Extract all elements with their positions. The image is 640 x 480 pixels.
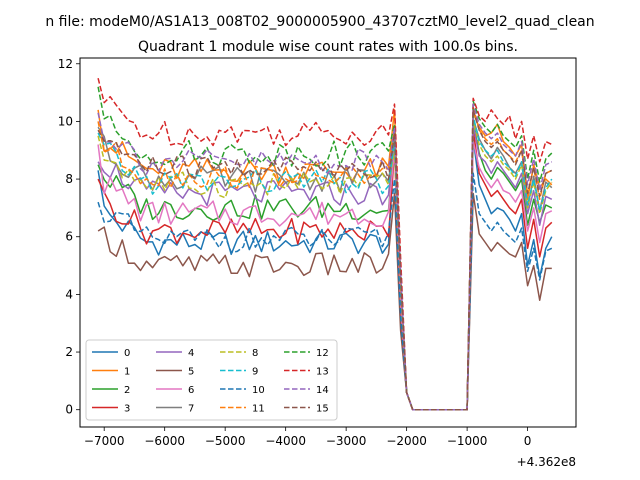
series-line-5 (97, 192, 552, 411)
x-axis: −7000 −6000 −5000 −4000 −3000 −2000 −1000 0 (84, 427, 532, 448)
y-tick-label: 0 (65, 403, 73, 417)
y-tick-label: 6 (65, 230, 73, 244)
plot-frame (79, 57, 577, 428)
legend-label: 1 (124, 367, 130, 378)
series-line-8 (97, 120, 553, 411)
series-line-9 (97, 114, 553, 411)
legend-label: 12 (316, 348, 329, 359)
series-line-6 (97, 140, 553, 411)
legend-label: 0 (124, 348, 130, 359)
legend-label: 5 (188, 367, 194, 378)
series-line-15 (97, 109, 553, 411)
legend-label: 4 (188, 348, 194, 359)
legend-label: 2 (124, 385, 130, 396)
legend-label: 8 (252, 348, 258, 359)
chart-title: Quadrant 1 module wise count rates with … (138, 39, 518, 55)
x-tick-label: −2000 (386, 434, 427, 448)
legend-label: 7 (188, 404, 194, 415)
x-tick-label: −7000 (84, 434, 125, 448)
legend-label: 15 (316, 404, 329, 415)
y-tick-label: 10 (58, 114, 73, 128)
x-tick-label: −6000 (144, 434, 185, 448)
y-tick-label: 12 (58, 57, 73, 71)
plot-lines (97, 78, 553, 411)
series-line-10 (97, 172, 553, 411)
legend-label: 11 (252, 404, 265, 415)
y-axis: 0 2 4 6 8 10 12 (58, 57, 80, 417)
x-axis-offset-label: +4.362e8 (517, 455, 576, 469)
series-line-12 (97, 86, 553, 411)
series-line-14 (97, 103, 553, 411)
y-tick-label: 2 (65, 345, 73, 359)
series-line-0 (97, 137, 553, 411)
x-tick-label: −1000 (447, 434, 488, 448)
x-tick-label: −4000 (265, 434, 306, 448)
legend-label: 3 (124, 404, 130, 415)
x-tick-label: −5000 (205, 434, 246, 448)
legend-box (85, 339, 338, 421)
y-tick-label: 4 (65, 287, 73, 301)
legend-label: 6 (188, 385, 194, 396)
x-tick-label: 0 (524, 434, 532, 448)
y-tick-label: 8 (65, 172, 73, 186)
legend-label: 9 (252, 367, 258, 378)
legend-label: 13 (316, 367, 329, 378)
x-tick-label: −3000 (326, 434, 367, 448)
series-line-13 (97, 78, 553, 411)
legend-label: 14 (316, 385, 329, 396)
legend-label: 10 (252, 385, 265, 396)
figure-suptitle: n file: modeM0/AS1A13_008T02_9000005900_… (45, 14, 594, 30)
